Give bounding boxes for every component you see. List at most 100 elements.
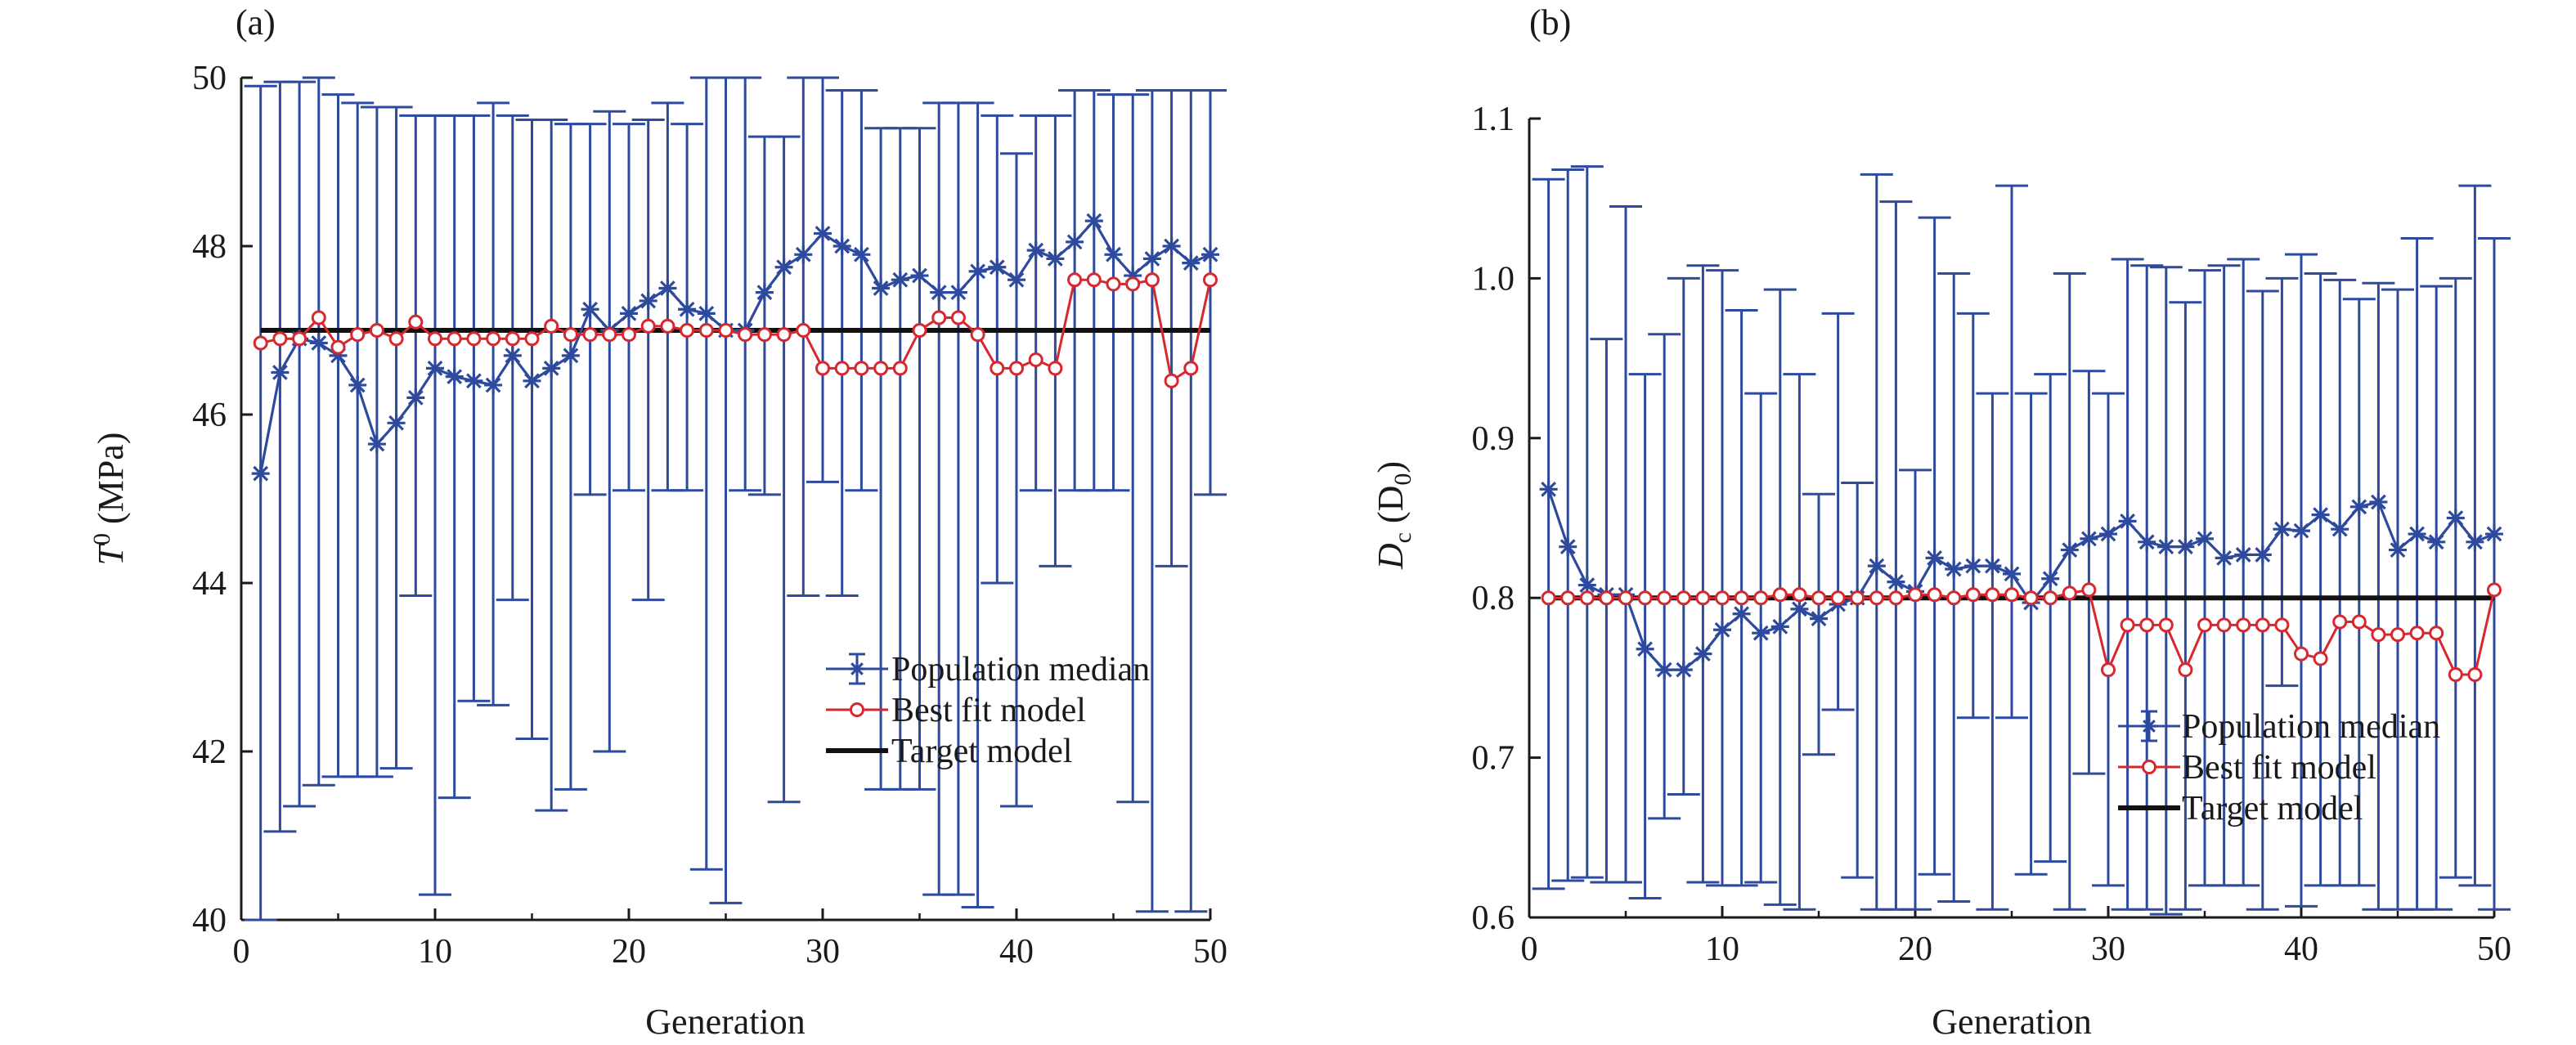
panel-b-error-bar-9 — [1686, 264, 1720, 884]
panel-a-median-point-8 — [387, 414, 406, 433]
panel-a-error-bar-10 — [419, 114, 451, 896]
panel-b-ylabel-open: (D — [1371, 486, 1411, 532]
panel-b-best-fit-point-41 — [2313, 651, 2328, 666]
panel-a-best-fit-point-10 — [428, 331, 442, 347]
panel-a-best-fit-point-21 — [640, 318, 656, 334]
panel-a-best-fit-point-3 — [292, 331, 307, 347]
panel-a-best-fit-point-28 — [776, 327, 792, 343]
panel-a-best-fit-point-36 — [931, 310, 947, 325]
panel-b-best-fit-point-23 — [1965, 587, 1981, 603]
panel-b-best-fit-point-44 — [2371, 627, 2386, 643]
panel-a-best-fit-point-38 — [970, 327, 985, 343]
panel-b-error-bar-1 — [1532, 177, 1565, 890]
panel-b-error-bar-3 — [1570, 165, 1604, 879]
panel-a-x-tick-label-1: 10 — [418, 933, 452, 971]
panel-a-error-bar-28 — [767, 135, 801, 804]
panel-a-best-fit-point-30 — [815, 361, 830, 376]
panel-b-x-tick-label-1: 10 — [1705, 931, 1739, 968]
panel-a-median-point-22 — [658, 279, 677, 298]
panel-a-label: (a) — [236, 2, 276, 43]
panel-b-ylabel-close: ) — [1371, 461, 1411, 473]
panel-a-error-bar-42 — [1039, 114, 1072, 567]
panel-b-median-point-31 — [2118, 512, 2137, 531]
panel-b-median-point-28 — [2060, 540, 2079, 559]
chart-panel-b: (b) 0 10 20 30 40 50 0.6 0.7 0.8 0.9 1.0 1.1 Genera… — [1371, 2, 2511, 1042]
panel-a-best-fit-point-40 — [1009, 361, 1024, 376]
panel-a-median-point-40 — [1008, 271, 1025, 289]
panel-b-best-fit-point-48 — [2448, 666, 2463, 682]
panel-a-error-bar-31 — [825, 88, 859, 597]
panel-b-best-fit-point-34 — [2178, 662, 2193, 678]
panel-a-x-tick-label-4: 40 — [999, 933, 1034, 971]
panel-a-best-fit-point-48 — [1164, 373, 1179, 388]
panel-b-best-fit-point-35 — [2197, 617, 2212, 633]
panel-a-ylabel-symbol: T — [91, 542, 131, 565]
panel-b-best-fit-point-24 — [1985, 587, 2000, 603]
panel-a-best-fit-point-15 — [524, 331, 540, 347]
panel-a-error-bar-26 — [729, 76, 762, 492]
panel-a-median-point-41 — [1026, 241, 1045, 260]
panel-a-best-fit-point-8 — [388, 331, 404, 347]
panel-b-median-point-7 — [1655, 661, 1674, 679]
panel-b-error-bar-29 — [2072, 370, 2106, 775]
panel-a-median-point-18 — [581, 300, 599, 319]
panel-b-best-fit-point-16 — [1830, 590, 1846, 606]
panel-a-error-bars — [244, 76, 1227, 922]
panel-a-median-point-16 — [542, 359, 561, 378]
panel-a-legend-label-median: Population median — [891, 651, 1150, 688]
panel-a-best-fit-point-33 — [873, 361, 889, 376]
panel-a-median-point-28 — [774, 258, 793, 276]
panel-b-best-fit-point-25 — [2004, 587, 2019, 603]
panel-b-best-fit-point-22 — [1946, 590, 1962, 606]
panel-b-median-point-42 — [2331, 520, 2349, 539]
panel-a-error-bar-47 — [1135, 88, 1169, 913]
panel-b-best-fit-point-38 — [2255, 617, 2270, 633]
panel-b-best-fit-point-42 — [2332, 614, 2348, 630]
panel-b-median-point-6 — [1636, 639, 1654, 658]
panel-b-median-point-12 — [1752, 624, 1770, 643]
panel-a-median-point-44 — [1084, 212, 1103, 231]
panel-b-best-fit-point-13 — [1772, 587, 1788, 603]
panel-a-median-line — [259, 218, 1211, 474]
panel-b-median-point-30 — [2099, 525, 2117, 544]
panel-a-best-fit-point-26 — [738, 327, 753, 343]
panel-a-error-bar-24 — [689, 76, 723, 871]
panel-b-median-point-43 — [2349, 497, 2368, 516]
panel-a-error-bar-37 — [941, 101, 975, 896]
panel-b-y-tick-label-3: 0.9 — [1472, 420, 1515, 458]
panel-a-median-point-38 — [968, 262, 987, 280]
panel-a-best-fit-point-19 — [602, 327, 617, 343]
panel-b-median-point-29 — [2080, 529, 2098, 548]
panel-b-x-tick-label-4: 40 — [2284, 931, 2318, 968]
panel-a-ylabel-unit: (MPa) — [91, 433, 131, 533]
panel-b-median-point-8 — [1674, 661, 1693, 679]
panel-b-median-point-47 — [2427, 532, 2446, 551]
panel-a-median-point-39 — [988, 258, 1007, 276]
panel-a-median-point-6 — [348, 375, 367, 394]
panel-b-median-point-15 — [1810, 609, 1828, 628]
panel-b-ylabel-subscript: c — [1389, 532, 1416, 543]
panel-a-median-point-15 — [523, 371, 541, 390]
panel-b-best-fit-point-32 — [2139, 617, 2155, 633]
panel-b-error-bar-18 — [1860, 173, 1893, 911]
panel-a-error-bar-12 — [457, 114, 491, 702]
panel-b-median-point-1 — [1539, 480, 1558, 499]
panel-b-best-fit-point-39 — [2274, 617, 2290, 633]
panel-a-error-bar-6 — [341, 101, 375, 778]
panel-a-error-bar-9 — [399, 114, 433, 597]
panel-b-x-tick-label-3: 30 — [2091, 931, 2125, 968]
panel-a-best-fit-point-46 — [1125, 276, 1141, 292]
panel-b-legend-key-best — [2118, 760, 2180, 774]
panel-b-median-point-21 — [1925, 549, 1944, 567]
panel-a-y-tick-label-4: 48 — [192, 228, 227, 266]
panel-a-error-bar-8 — [379, 105, 413, 770]
panel-b-best-fit-point-31 — [2120, 617, 2135, 633]
panel-a-error-bar-19 — [593, 110, 626, 753]
panel-b-error-bar-37 — [2227, 258, 2260, 887]
panel-a-median-point-47 — [1142, 249, 1161, 268]
panel-b-error-bar-8 — [1667, 276, 1700, 796]
panel-b-best-fit-point-27 — [2043, 590, 2058, 606]
panel-b-best-fit-point-5 — [1618, 590, 1633, 606]
panel-a-median-point-14 — [503, 346, 522, 365]
